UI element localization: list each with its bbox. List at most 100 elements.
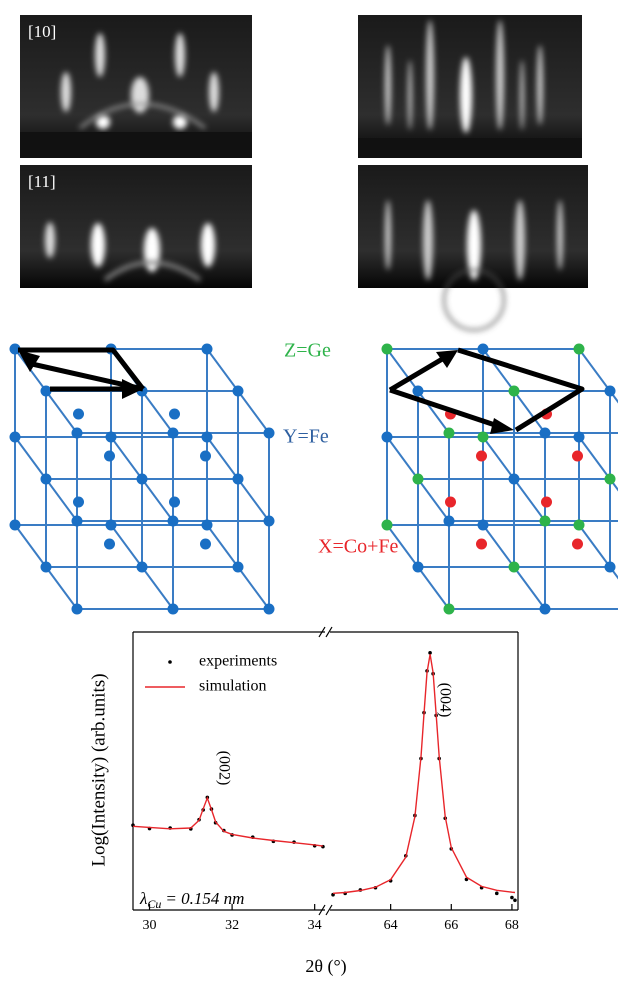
lattice-edge (45, 566, 78, 610)
lattice-edge (386, 524, 419, 568)
lattice-atom (167, 515, 179, 527)
lattice-atom (445, 496, 456, 508)
lattice-atom (40, 561, 52, 573)
lattice-atom (104, 450, 115, 462)
lattice-atom (412, 561, 424, 573)
annotation-part: = 0.154 nm (165, 889, 244, 908)
rheed-image: [10] (20, 15, 252, 158)
lattice-atom (232, 385, 244, 397)
x-axis-label: 2θ (°) (305, 956, 346, 977)
lattice-edge (609, 390, 618, 404)
lattice-edge (206, 524, 239, 568)
lattice-atom (71, 427, 83, 439)
lattice-edge (513, 478, 546, 522)
lattice-atom (104, 538, 115, 550)
x-tick-label: 64 (384, 918, 398, 933)
lattice-edge (417, 478, 450, 522)
lattice-arrows (18, 347, 585, 434)
axis-break (325, 626, 333, 638)
rheed-image (358, 15, 582, 158)
lattice-atom (573, 519, 585, 531)
lattice-atom (508, 473, 520, 485)
lattice-atom (73, 496, 84, 508)
x-tick-label: 32 (225, 918, 239, 933)
lattice-atom (572, 538, 583, 550)
fit-line (132, 795, 324, 847)
lattice-atom (201, 431, 213, 443)
lattice-atom (443, 515, 455, 527)
lattice-edge (110, 524, 143, 568)
data-point (428, 651, 432, 655)
lattice-edge (45, 390, 78, 434)
lattice-edge (578, 348, 611, 392)
lattice-atom (412, 385, 424, 397)
lattice-atom (508, 385, 520, 397)
lattice-atom (539, 515, 551, 527)
x-tick-label: 34 (308, 918, 322, 933)
lattice-atom (40, 473, 52, 485)
rheed-image (358, 165, 588, 331)
lattice-edge (513, 566, 546, 610)
lattice-label: X=Co+Fe (318, 536, 398, 558)
lattice-atom (73, 408, 84, 420)
lattice-atom (476, 538, 487, 550)
lattice-atom (381, 431, 393, 443)
legend-label: simulation (199, 678, 267, 695)
lattice-atom (263, 603, 275, 615)
fit-line (332, 654, 516, 894)
lattice-atom (381, 519, 393, 531)
peak-label: (002) (215, 751, 232, 786)
lattice-atom (105, 431, 117, 443)
lattice-atom (167, 603, 179, 615)
lattice-edge (417, 566, 450, 610)
lattice-atom (201, 519, 213, 531)
rheed-label: [11] (28, 172, 56, 191)
annotation: λCu = 0.154 nm (139, 889, 244, 911)
lattice-atom (573, 431, 585, 443)
lattice-atom (263, 427, 275, 439)
lattice-atom (9, 343, 21, 355)
lattice-atom (71, 515, 83, 527)
lattice-edge (609, 478, 618, 492)
lattice-atom (9, 519, 21, 531)
lattice-atom (539, 603, 551, 615)
data-point (494, 891, 499, 896)
lattice-edge (237, 566, 270, 610)
lattice-atom (412, 473, 424, 485)
lattice-atom (604, 473, 616, 485)
lattice-atom (604, 561, 616, 573)
lattice-edge (386, 436, 419, 480)
lattice-atom (200, 538, 211, 550)
x-tick-label: 66 (444, 918, 458, 933)
lattice-edge (386, 348, 419, 392)
lattice-edge (237, 390, 270, 434)
lattice-edge (14, 524, 47, 568)
lattice-edge (141, 566, 174, 610)
lattice-label: Y=Fe (283, 426, 329, 448)
rheed-label: [10] (28, 22, 56, 41)
lattice-edge (141, 390, 174, 434)
lattice-atom (443, 603, 455, 615)
lattice-atom (541, 496, 552, 508)
axis-break (325, 904, 333, 916)
rheed-image: [11] (20, 165, 252, 288)
xrd-chart: 30 32 34 64 66 68 (002) (004) Log(Intensity) (ar… (88, 626, 519, 977)
lattice-atom (508, 561, 520, 573)
lattice-atom (136, 561, 148, 573)
lattice-edge (206, 436, 239, 480)
lattice-atom (539, 427, 551, 439)
lattice-atom (476, 450, 487, 462)
lattice-atom (477, 431, 489, 443)
lattice-atom (232, 473, 244, 485)
lattice-edge (578, 524, 611, 568)
lattice-atom (477, 343, 489, 355)
annotation-part: Cu (147, 897, 161, 911)
lattice-edge (482, 524, 515, 568)
lattice-atom (169, 408, 180, 420)
lattice-atom (167, 427, 179, 439)
axis-break (318, 904, 326, 916)
lattice-diagrams (9, 343, 618, 615)
lattice-atom (40, 385, 52, 397)
lattice-atom (169, 496, 180, 508)
lattice-atom (200, 450, 211, 462)
